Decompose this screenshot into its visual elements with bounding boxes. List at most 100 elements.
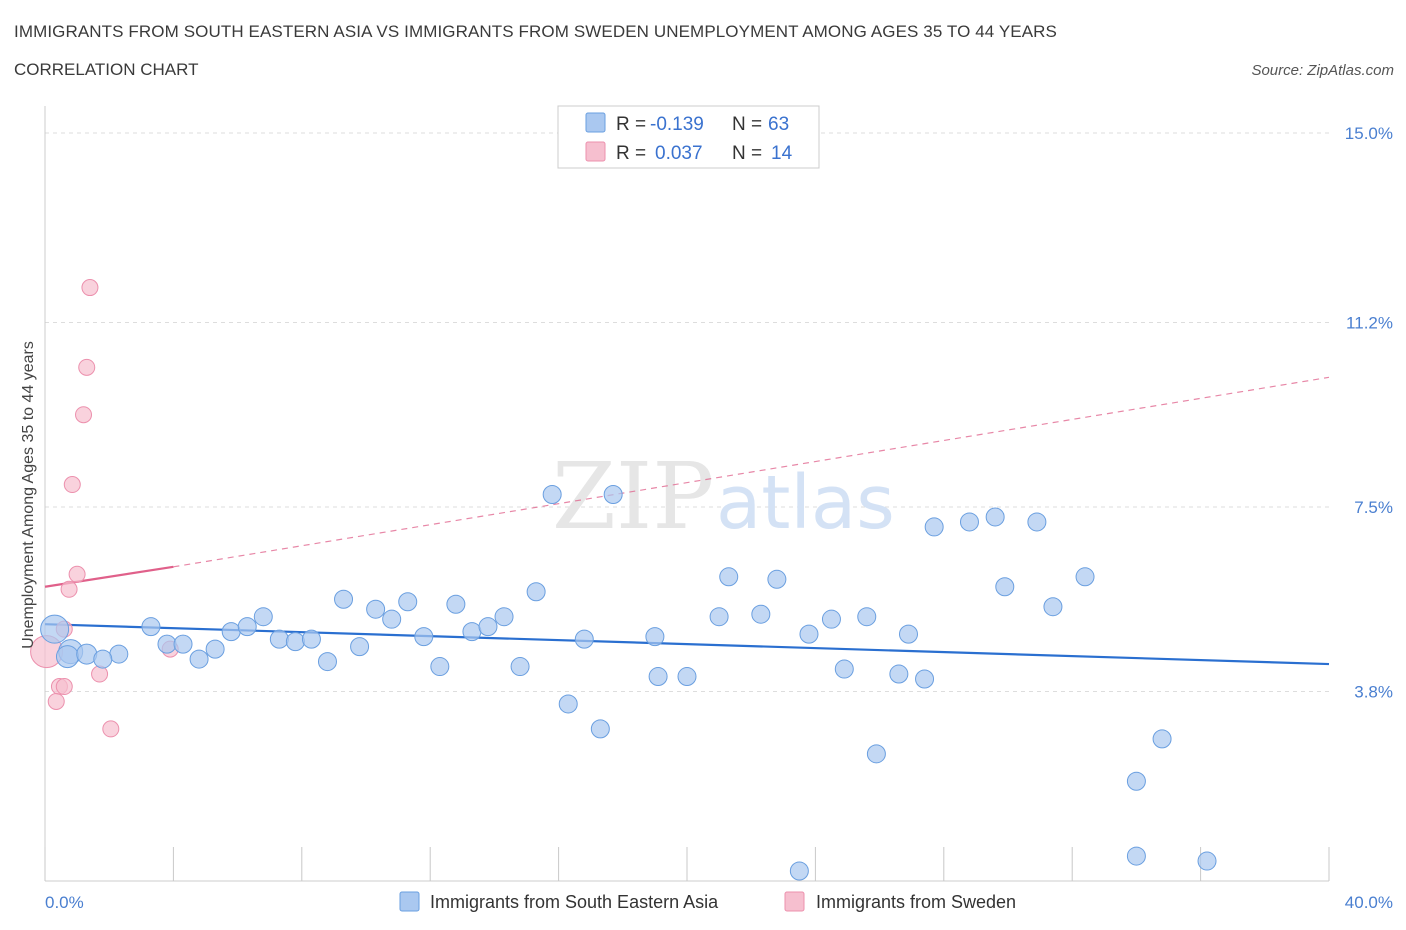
data-point-south-eastern-asia (398, 592, 418, 612)
data-point-sweden (91, 665, 109, 683)
axes-layer (44, 106, 1330, 882)
data-point-south-eastern-asia (382, 609, 402, 629)
y-tick-labels: 3.8% 7.5% 11.2% 15.0% (1345, 124, 1393, 702)
y-tick-label: 7.5% (1354, 498, 1393, 517)
x-tick-label-min: 0.0% (45, 893, 84, 912)
trend-line-south-eastern-asia (44, 623, 1330, 666)
legend-n-label-1: N = (732, 114, 762, 135)
data-point-south-eastern-asia (1126, 771, 1146, 791)
data-point-south-eastern-asia (109, 644, 129, 664)
data-point-sweden (47, 692, 65, 710)
trend-line-sweden-dashed (173, 376, 1330, 568)
data-point-south-eastern-asia (767, 569, 787, 589)
data-point-south-eastern-asia (221, 622, 241, 642)
data-point-south-eastern-asia (1075, 567, 1095, 587)
data-point-south-eastern-asia (574, 629, 594, 649)
data-point-south-eastern-asia (1197, 851, 1217, 871)
data-point-south-eastern-asia (157, 634, 177, 654)
data-point-south-eastern-asia (253, 607, 273, 627)
legend-r-value-1: -0.139 (650, 114, 704, 135)
data-point-south-eastern-asia (719, 567, 739, 587)
data-point-south-eastern-asia (189, 649, 209, 669)
data-point-south-eastern-asia (889, 664, 909, 684)
data-point-south-eastern-asia (857, 607, 877, 627)
data-point-south-eastern-asia (526, 582, 546, 602)
points-layer (30, 279, 1217, 881)
data-point-south-eastern-asia (285, 632, 305, 652)
data-point-south-eastern-asia (93, 649, 113, 669)
source-credit: Source: ZipAtlas.com (1251, 62, 1394, 79)
data-point-south-eastern-asia (799, 624, 819, 644)
top-legend: R = -0.139 N = 63 R = 0.037 N = 14 (557, 105, 820, 169)
legend-n-label-2: N = (732, 143, 762, 164)
data-point-south-eastern-asia (590, 719, 610, 739)
legend-swatch-pink (585, 141, 606, 162)
data-point-south-eastern-asia (414, 627, 434, 647)
data-point-south-eastern-asia (350, 637, 370, 657)
data-point-south-eastern-asia (924, 517, 944, 537)
data-point-sweden (60, 580, 78, 598)
bottom-legend-label-pink: Immigrants from Sweden (816, 892, 1016, 912)
data-point-south-eastern-asia (959, 512, 979, 532)
data-point-south-eastern-asia (821, 609, 841, 629)
data-point-south-eastern-asia (317, 652, 337, 672)
data-point-south-eastern-asia (709, 607, 729, 627)
data-point-south-eastern-asia (603, 485, 623, 505)
data-point-south-eastern-asia (995, 577, 1015, 597)
data-point-south-eastern-asia (542, 485, 562, 505)
x-tick-label-max: 40.0% (1345, 893, 1393, 912)
data-point-south-eastern-asia (834, 659, 854, 679)
legend-swatch-blue (585, 112, 606, 133)
data-point-sweden (102, 720, 120, 738)
bottom-legend: Immigrants from South Eastern Asia Immig… (399, 891, 1016, 912)
data-point-south-eastern-asia (55, 645, 79, 669)
data-point-south-eastern-asia (141, 617, 161, 637)
legend-r-label-2: R = (616, 143, 646, 164)
bottom-legend-swatch-pink (784, 891, 805, 912)
data-point-south-eastern-asia (1027, 512, 1047, 532)
data-point-sweden (68, 565, 86, 583)
y-tick-label: 15.0% (1345, 124, 1393, 143)
data-point-south-eastern-asia (866, 744, 886, 764)
data-point-south-eastern-asia (510, 657, 530, 677)
data-point-south-eastern-asia (558, 694, 578, 714)
watermark-zip: ZIP (552, 443, 714, 550)
data-point-sweden (75, 406, 93, 424)
y-tick-label: 3.8% (1354, 682, 1393, 701)
data-point-sweden (81, 279, 99, 297)
data-point-south-eastern-asia (478, 617, 498, 637)
watermark-atlas: atlas (716, 460, 895, 546)
data-point-sweden (55, 678, 73, 696)
data-point-south-eastern-asia (494, 607, 514, 627)
data-point-south-eastern-asia (645, 627, 665, 647)
bottom-legend-label-blue: Immigrants from South Eastern Asia (430, 892, 719, 912)
legend-n-value-2: 14 (771, 143, 793, 164)
data-point-south-eastern-asia (677, 667, 697, 687)
data-point-south-eastern-asia (648, 667, 668, 687)
legend-r-label-1: R = (616, 114, 646, 135)
y-tick-label: 11.2% (1346, 313, 1393, 332)
data-point-south-eastern-asia (898, 624, 918, 644)
data-point-south-eastern-asia (462, 622, 482, 642)
watermark: ZIP atlas (552, 443, 895, 550)
data-point-south-eastern-asia (789, 861, 809, 881)
data-point-south-eastern-asia (269, 629, 289, 649)
data-point-south-eastern-asia (301, 629, 321, 649)
data-point-south-eastern-asia (366, 599, 386, 619)
data-point-south-eastern-asia (334, 589, 354, 609)
bottom-legend-swatch-blue (399, 891, 420, 912)
data-point-south-eastern-asia (237, 617, 257, 637)
data-point-south-eastern-asia (915, 669, 935, 689)
data-point-south-eastern-asia (205, 639, 225, 659)
data-point-south-eastern-asia (446, 594, 466, 614)
data-point-south-eastern-asia (173, 634, 193, 654)
data-point-south-eastern-asia (40, 614, 70, 644)
legend-n-value-1: 63 (768, 114, 789, 135)
data-point-south-eastern-asia (751, 604, 771, 624)
y-axis-label: Unemployment Among Ages 35 to 44 years (20, 341, 37, 649)
legend-r-value-2: 0.037 (655, 143, 703, 164)
data-point-south-eastern-asia (1126, 846, 1146, 866)
grid-layer (45, 132, 1329, 692)
chart-subtitle: CORRELATION CHART (14, 60, 199, 79)
